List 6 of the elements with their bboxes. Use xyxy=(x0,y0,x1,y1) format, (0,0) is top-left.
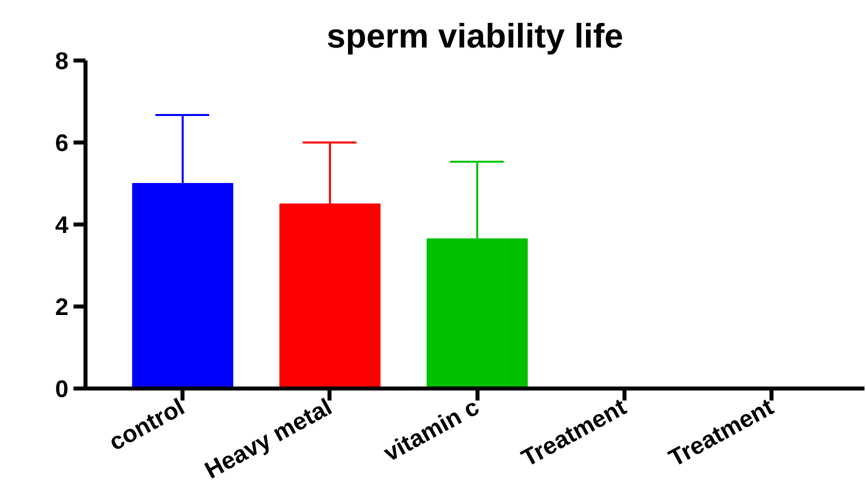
y-tick-label: 0 xyxy=(55,376,69,403)
y-tick-label: 6 xyxy=(55,130,69,157)
y-tick-label: 2 xyxy=(55,294,69,321)
y-tick-label: 8 xyxy=(55,48,69,75)
chart-title: sperm viability life xyxy=(326,18,624,56)
y-tick-label: 4 xyxy=(55,212,70,239)
